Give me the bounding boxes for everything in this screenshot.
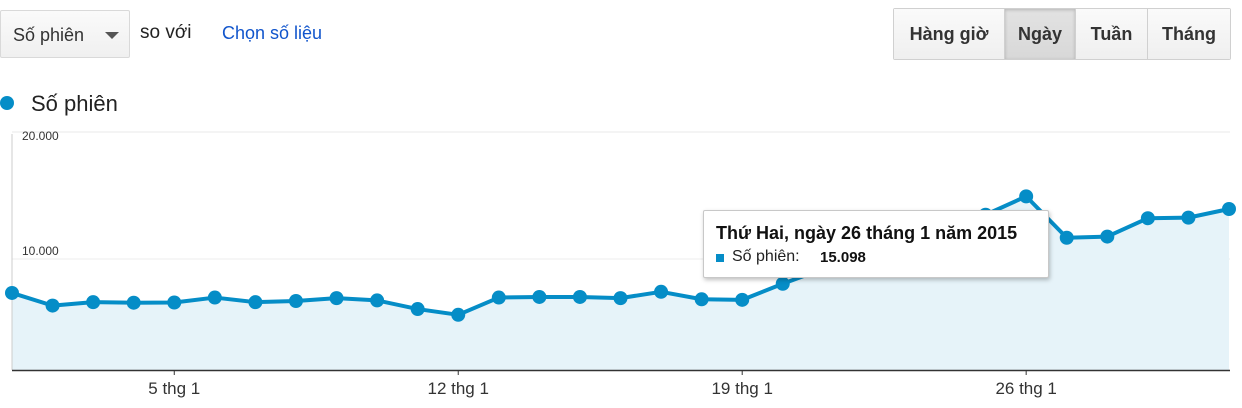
x-tick-label: 12 thg 1 [428, 379, 489, 398]
chevron-down-icon [105, 32, 119, 39]
data-point [5, 285, 19, 300]
y-tick-label: 10.000 [22, 244, 59, 258]
data-point [451, 307, 466, 322]
legend-label: Số phiên [31, 91, 118, 116]
data-point [1181, 210, 1196, 225]
metric-select-label: Số phiên [13, 25, 85, 45]
data-point [167, 295, 182, 310]
y-tick-label: 20.000 [22, 129, 59, 143]
data-point [654, 284, 669, 299]
data-point [370, 293, 385, 308]
compare-text: so với [140, 22, 192, 43]
data-point [1059, 230, 1074, 245]
data-point [694, 292, 709, 307]
x-tick-label: 5 thg 1 [148, 379, 200, 398]
tooltip-value: 15.098 [820, 249, 866, 266]
data-point [1140, 211, 1155, 226]
period-day-button[interactable]: Ngày [1005, 9, 1076, 59]
x-tick-label: 19 thg 1 [711, 379, 772, 398]
data-point [1100, 229, 1115, 244]
x-tick-label: 26 thg 1 [995, 379, 1056, 398]
period-toggle-group: Hàng giờ Ngày Tuần Tháng [893, 8, 1231, 60]
period-month-button[interactable]: Tháng [1148, 9, 1230, 59]
data-point [329, 291, 344, 306]
data-point [775, 276, 790, 291]
data-point [207, 290, 222, 305]
chart-tooltip: Thứ Hai, ngày 26 tháng 1 năm 2015 Số phi… [703, 210, 1049, 278]
data-point [1222, 202, 1236, 216]
data-point [126, 295, 141, 310]
data-point [86, 295, 101, 310]
period-week-button[interactable]: Tuần [1076, 9, 1148, 59]
legend-swatch [0, 96, 14, 110]
choose-metric-link[interactable]: Chọn số liệu [222, 23, 323, 43]
data-point [288, 294, 303, 308]
data-point [572, 289, 587, 304]
data-point [491, 290, 506, 305]
data-point [45, 298, 60, 313]
tooltip-series-label: Số phiên: [732, 248, 800, 265]
tooltip-title: Thứ Hai, ngày 26 tháng 1 năm 2015 [716, 223, 1018, 243]
data-point [735, 292, 750, 307]
data-point [613, 291, 628, 306]
tooltip-swatch [716, 254, 724, 262]
data-point [532, 289, 547, 304]
data-point [410, 302, 425, 317]
data-point [1019, 189, 1034, 204]
metric-select[interactable]: Số phiên [0, 10, 130, 58]
period-hourly-button[interactable]: Hàng giờ [894, 9, 1005, 59]
data-point [248, 295, 263, 310]
